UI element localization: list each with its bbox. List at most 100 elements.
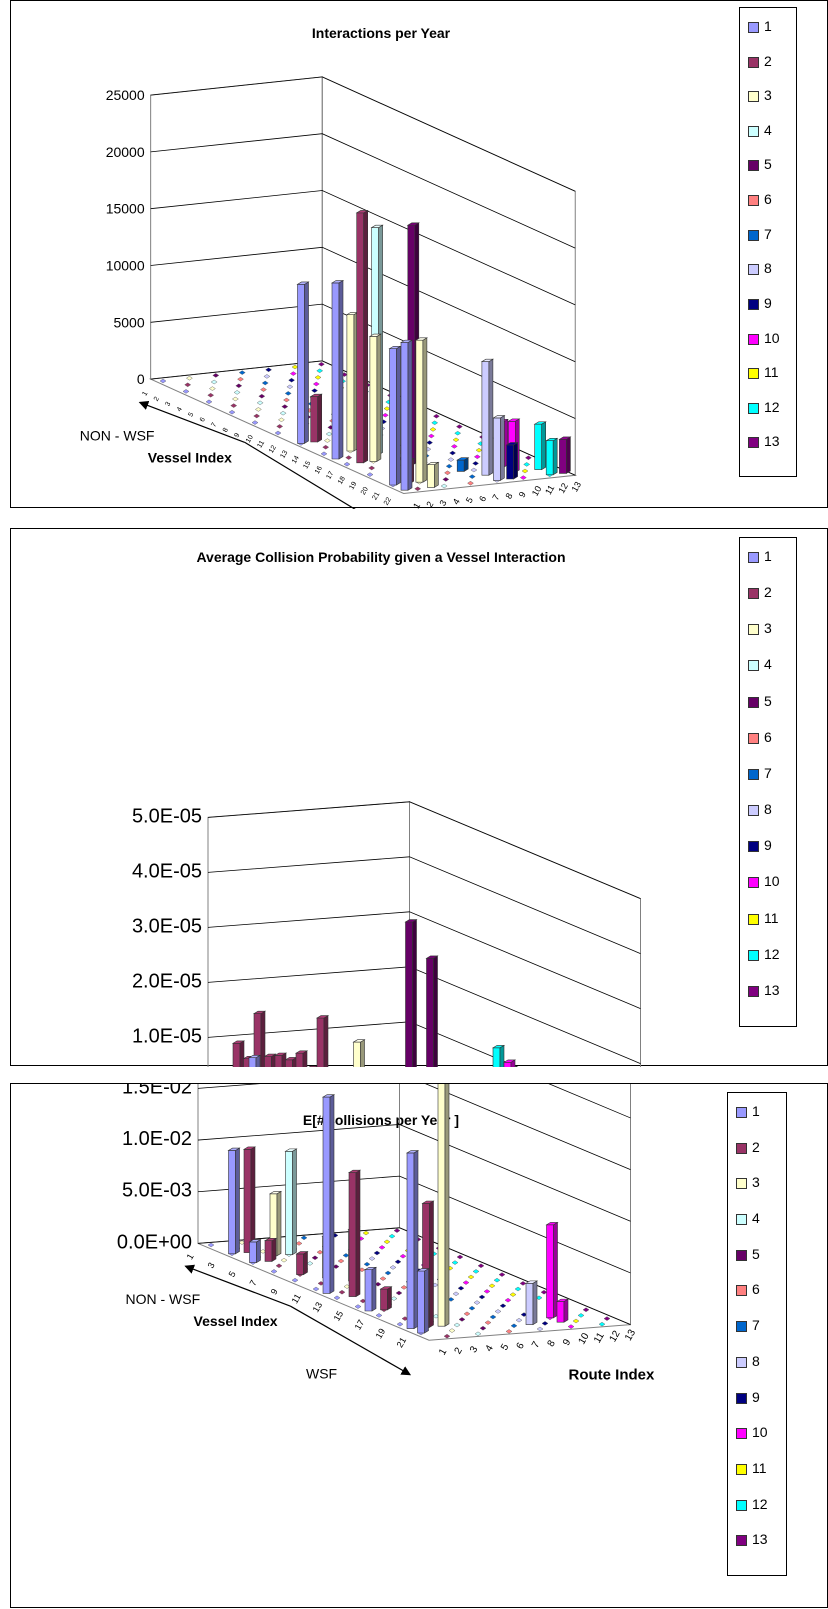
floor-marker bbox=[368, 1256, 376, 1261]
legend-swatch bbox=[736, 1249, 747, 1261]
bar-top bbox=[480, 358, 494, 362]
legend-label: 9 bbox=[764, 837, 772, 854]
bar-front bbox=[264, 1240, 273, 1262]
route-tick-label: 6 bbox=[515, 1341, 528, 1352]
bar-top bbox=[252, 1010, 267, 1014]
legend-swatch bbox=[748, 949, 759, 961]
floor-marker bbox=[275, 1263, 283, 1269]
floor-marker bbox=[456, 1254, 464, 1260]
bar-top bbox=[425, 955, 439, 959]
bar-top bbox=[368, 333, 382, 337]
legend-label: 6 bbox=[764, 191, 772, 208]
bar-side bbox=[499, 1044, 505, 1067]
legend-swatch bbox=[736, 1285, 747, 1297]
gridline bbox=[150, 76, 576, 192]
chart-panel-collision-probability: Average Collision Probability given a Ve… bbox=[10, 528, 828, 1067]
bar-side bbox=[371, 1266, 377, 1312]
bar-front bbox=[417, 1270, 425, 1334]
floor-marker bbox=[474, 1331, 482, 1337]
bar-side bbox=[271, 1237, 277, 1262]
bar-front bbox=[243, 1148, 252, 1253]
non-wsf-arrow bbox=[184, 1264, 291, 1307]
route-tick-label: 7 bbox=[490, 493, 501, 502]
floor-marker bbox=[443, 1333, 451, 1339]
vessel-tick-label: 6 bbox=[199, 416, 207, 423]
legend: 1 2 3 4 5 6 7 8 9 10 11 12 13 bbox=[739, 7, 797, 477]
legend-swatch bbox=[748, 368, 759, 380]
legend-swatch bbox=[748, 624, 759, 636]
floor-marker bbox=[395, 1290, 403, 1296]
bar-side bbox=[424, 1268, 429, 1334]
floor-marker bbox=[467, 1274, 475, 1280]
floor-marker bbox=[458, 1317, 466, 1322]
route-tick-label: 4 bbox=[484, 1343, 497, 1354]
floor-marker bbox=[394, 1259, 402, 1265]
legend-label: 12 bbox=[752, 1495, 768, 1512]
route-tick-label: 11 bbox=[592, 1330, 607, 1345]
bar-side bbox=[444, 1084, 450, 1327]
vessel-tick-label: 15 bbox=[332, 1309, 346, 1323]
legend-swatch bbox=[736, 1392, 747, 1404]
bar-top bbox=[315, 1015, 330, 1019]
y-tick-label: 1.0E-05 bbox=[132, 1025, 202, 1047]
floor-marker bbox=[333, 1295, 341, 1301]
y-tick-label: 25000 bbox=[106, 87, 145, 103]
bar-top bbox=[502, 1059, 517, 1063]
vessel-tick-label: 13 bbox=[311, 1300, 325, 1314]
bar-front bbox=[534, 423, 543, 470]
floor-marker bbox=[256, 400, 264, 406]
floor-marker bbox=[582, 1307, 590, 1313]
floor-marker bbox=[318, 361, 325, 367]
floor-marker bbox=[233, 390, 241, 395]
floor-marker bbox=[477, 1263, 485, 1269]
floor-marker bbox=[383, 1239, 391, 1245]
bar-front bbox=[249, 1241, 257, 1263]
legend-label: 1 bbox=[764, 548, 772, 564]
bar-side bbox=[329, 1094, 335, 1294]
bar-front bbox=[380, 1288, 388, 1311]
bar-front bbox=[274, 1055, 283, 1067]
legend-swatch bbox=[748, 402, 759, 414]
y-tick-label: 15000 bbox=[106, 201, 145, 217]
bar-side bbox=[323, 1015, 329, 1067]
bar-side bbox=[317, 393, 323, 443]
legend-swatch bbox=[748, 552, 759, 563]
floor-marker bbox=[279, 410, 287, 416]
legend-label: 8 bbox=[764, 801, 772, 818]
bar-top bbox=[406, 222, 420, 226]
floor-marker bbox=[450, 444, 458, 449]
floor-marker bbox=[237, 376, 244, 382]
y-tick-label: 5000 bbox=[113, 314, 144, 330]
bar-top bbox=[558, 436, 572, 440]
gridline bbox=[150, 190, 576, 306]
bar-top bbox=[414, 337, 428, 341]
floor-marker bbox=[238, 370, 246, 375]
floor-marker bbox=[598, 1321, 606, 1327]
legend-swatch bbox=[748, 298, 759, 310]
bar-front bbox=[492, 1047, 501, 1067]
floor-marker bbox=[473, 454, 481, 460]
bar-front bbox=[405, 921, 413, 1067]
legend-swatch bbox=[748, 805, 759, 817]
route-tick-label: 12 bbox=[556, 481, 570, 495]
floor-marker bbox=[159, 378, 167, 384]
bar-top bbox=[405, 1150, 420, 1154]
route-tick-label: 6 bbox=[477, 494, 488, 503]
floor-marker bbox=[306, 1261, 314, 1266]
bar-top bbox=[242, 1146, 257, 1150]
legend-swatch bbox=[748, 588, 759, 600]
gridline bbox=[207, 856, 641, 954]
route-tick-label: 5 bbox=[464, 495, 475, 504]
floor-marker bbox=[378, 1245, 386, 1250]
legend: 1 2 3 4 5 6 7 8 9 10 11 12 13 bbox=[739, 537, 797, 1027]
floor-marker bbox=[274, 430, 282, 436]
legend-label: 6 bbox=[752, 1281, 760, 1298]
floor-marker bbox=[363, 1261, 371, 1267]
legend-swatch bbox=[736, 1321, 747, 1333]
bar-front bbox=[559, 439, 567, 474]
floor-marker bbox=[536, 1326, 544, 1332]
bar-front bbox=[364, 1269, 373, 1312]
route-tick-label: 11 bbox=[543, 483, 556, 496]
floor-marker bbox=[426, 440, 433, 445]
legend-label: 8 bbox=[752, 1352, 760, 1369]
